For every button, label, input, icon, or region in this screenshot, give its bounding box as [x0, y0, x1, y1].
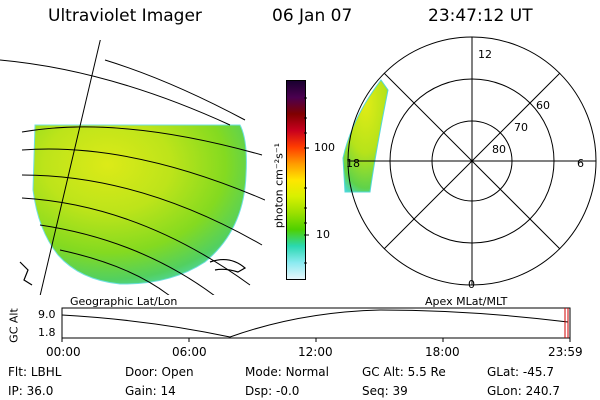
mlt-label-18: 18	[346, 157, 360, 170]
colorbar	[286, 80, 306, 280]
mlt-label-0: 0	[468, 278, 475, 291]
timeline-ylabel: GC Alt	[7, 308, 21, 343]
polar-auroral-region	[342, 79, 389, 193]
date-label: 06 Jan 07	[272, 6, 353, 26]
polar-caption: Apex MLat/MLT	[425, 295, 508, 308]
status-gain: Gain: 14	[125, 384, 176, 398]
colorbar-tick-10: 10	[316, 228, 330, 241]
status-gc-alt: GC Alt: 5.5 Re	[362, 365, 446, 379]
status-glon: GLon: 240.7	[487, 384, 560, 398]
status-door: Door: Open	[125, 365, 194, 379]
time-label: 23:47:12 UT	[428, 6, 533, 26]
status-ip: IP: 36.0	[8, 384, 54, 398]
colorbar-label: photon cm⁻²s⁻¹	[272, 142, 286, 229]
colorbar-ticks	[304, 97, 309, 264]
timeline-xtick-2359: 23:59	[548, 345, 583, 359]
mlat-label-70: 70	[514, 121, 528, 134]
timeline-xtick-1800: 18:00	[425, 345, 460, 359]
timeline-xtick-1200: 12:00	[298, 345, 333, 359]
status-mode: Mode: Normal	[245, 365, 329, 379]
timeline-ytick-low: 1.8	[38, 326, 56, 339]
status-seq: Seq: 39	[362, 384, 408, 398]
mlt-label-6: 6	[577, 157, 584, 170]
colorbar-tick-100: 100	[314, 141, 335, 154]
status-filter: Flt: LBHL	[8, 365, 62, 379]
status-dsp: Dsp: -0.0	[245, 384, 300, 398]
timeline-ytick-high: 9.0	[38, 308, 56, 321]
geographic-caption: Geographic Lat/Lon	[70, 295, 178, 308]
mlat-label-60: 60	[536, 99, 550, 112]
mlat-label-80: 80	[492, 143, 506, 156]
mlt-label-12: 12	[478, 48, 492, 61]
timeline-xtick-0000: 00:00	[46, 345, 81, 359]
auroral-emission-region	[32, 124, 247, 285]
timeline-xtick-0600: 06:00	[172, 345, 207, 359]
status-glat: GLat: -45.7	[487, 365, 554, 379]
instrument-title: Ultraviolet Imager	[48, 6, 202, 26]
